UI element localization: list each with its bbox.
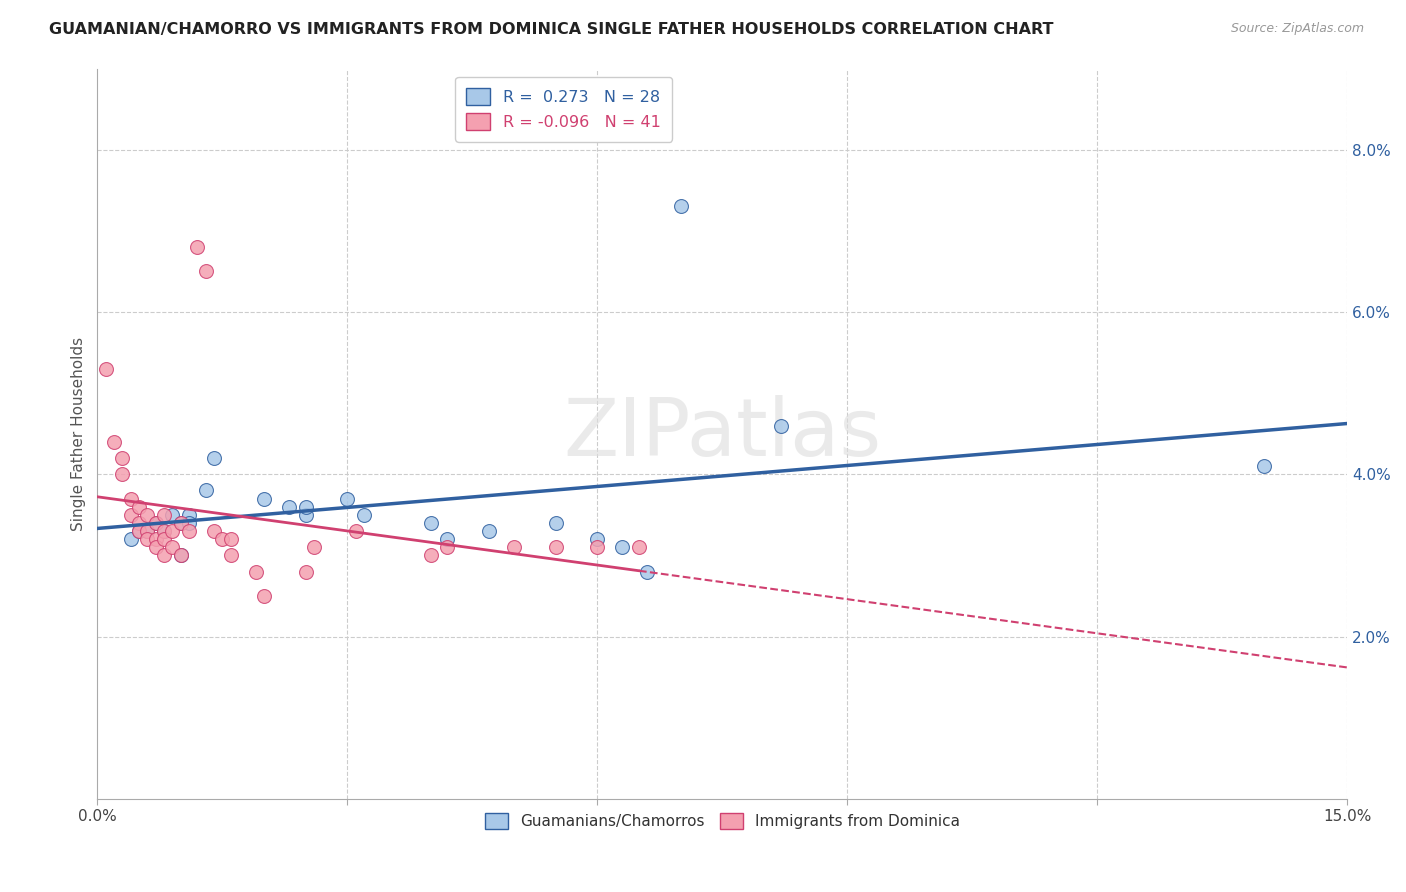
Point xyxy=(94,361,117,376)
Point xyxy=(153,549,176,563)
Point xyxy=(120,508,142,522)
Point xyxy=(202,450,225,465)
Point xyxy=(136,532,159,546)
Point xyxy=(419,516,441,530)
Point xyxy=(219,532,242,546)
Point xyxy=(344,524,367,538)
Point xyxy=(503,541,526,555)
Point xyxy=(170,516,193,530)
Text: GUAMANIAN/CHAMORRO VS IMMIGRANTS FROM DOMINICA SINGLE FATHER HOUSEHOLDS CORRELAT: GUAMANIAN/CHAMORRO VS IMMIGRANTS FROM DO… xyxy=(49,22,1053,37)
Point xyxy=(194,264,217,278)
Point xyxy=(177,524,200,538)
Point xyxy=(669,199,692,213)
Point xyxy=(253,491,276,506)
Point xyxy=(136,508,159,522)
Point xyxy=(111,450,134,465)
Point xyxy=(128,500,150,514)
Point xyxy=(586,541,609,555)
Point xyxy=(153,532,176,546)
Point xyxy=(153,508,176,522)
Point xyxy=(145,516,167,530)
Point xyxy=(162,508,184,522)
Point xyxy=(1253,459,1275,474)
Point xyxy=(544,541,567,555)
Point xyxy=(170,516,193,530)
Point xyxy=(627,541,650,555)
Point xyxy=(186,240,208,254)
Point xyxy=(145,532,167,546)
Point xyxy=(111,467,134,482)
Point xyxy=(336,491,359,506)
Point xyxy=(436,532,458,546)
Point xyxy=(145,541,167,555)
Point xyxy=(636,565,658,579)
Legend: Guamanians/Chamorros, Immigrants from Dominica: Guamanians/Chamorros, Immigrants from Do… xyxy=(478,806,966,835)
Point xyxy=(170,549,193,563)
Point xyxy=(294,508,316,522)
Point xyxy=(245,565,267,579)
Point xyxy=(202,524,225,538)
Point xyxy=(278,500,301,514)
Point xyxy=(478,524,501,538)
Y-axis label: Single Father Households: Single Father Households xyxy=(72,336,86,531)
Point xyxy=(177,508,200,522)
Point xyxy=(153,524,176,538)
Point xyxy=(219,549,242,563)
Point xyxy=(612,541,634,555)
Point xyxy=(194,483,217,498)
Point xyxy=(136,524,159,538)
Text: Source: ZipAtlas.com: Source: ZipAtlas.com xyxy=(1230,22,1364,36)
Point xyxy=(436,541,458,555)
Point xyxy=(170,549,193,563)
Point xyxy=(302,541,325,555)
Point xyxy=(153,524,176,538)
Point xyxy=(177,516,200,530)
Point xyxy=(353,508,375,522)
Point xyxy=(294,565,316,579)
Point xyxy=(586,532,609,546)
Point xyxy=(162,524,184,538)
Text: ZIPatlas: ZIPatlas xyxy=(564,394,882,473)
Point xyxy=(162,541,184,555)
Point xyxy=(253,589,276,603)
Point xyxy=(145,516,167,530)
Point xyxy=(128,516,150,530)
Point xyxy=(128,524,150,538)
Point xyxy=(544,516,567,530)
Point xyxy=(211,532,233,546)
Point xyxy=(136,524,159,538)
Point xyxy=(419,549,441,563)
Point xyxy=(294,500,316,514)
Point xyxy=(103,434,125,449)
Point xyxy=(769,418,792,433)
Point xyxy=(120,532,142,546)
Point xyxy=(120,491,142,506)
Point xyxy=(128,524,150,538)
